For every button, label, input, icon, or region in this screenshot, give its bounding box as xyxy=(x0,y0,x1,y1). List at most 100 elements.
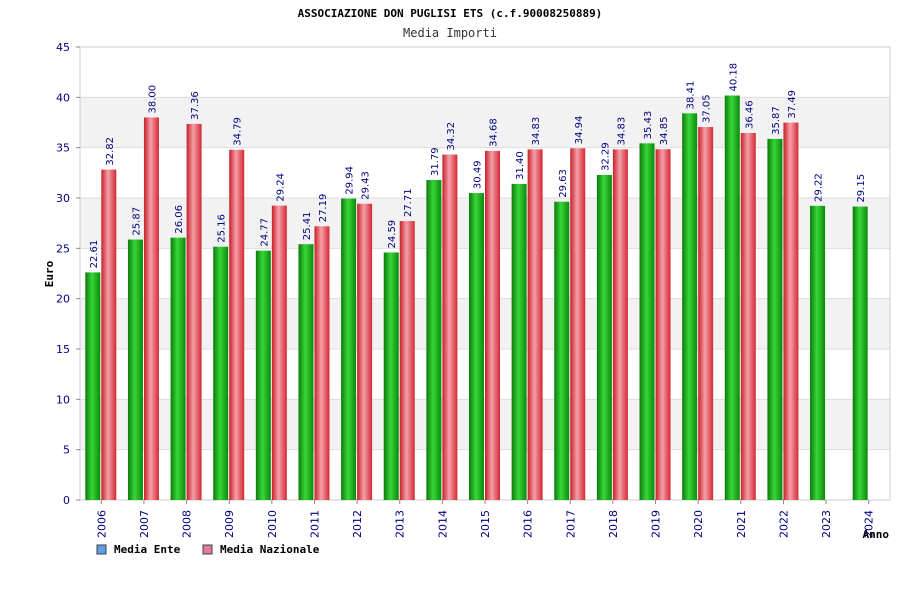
bar-media-nazionale-2021 xyxy=(740,132,756,500)
data-label-media-ente-2021: 40.18 xyxy=(728,63,739,92)
bar-media-ente-2009 xyxy=(213,246,229,500)
y-axis-title: Euro xyxy=(43,260,56,287)
bar-media-ente-2018 xyxy=(596,174,612,500)
bar-media-nazionale-2006 xyxy=(101,169,117,500)
bar-media-ente-2022 xyxy=(767,138,783,500)
bar-media-ente-2019 xyxy=(639,143,655,500)
data-label-media-ente-2017: 29.63 xyxy=(558,169,569,198)
x-tick-label: 2017 xyxy=(564,510,577,538)
x-axis-ticks: 2006 2007 2008 2009 2010 2011 2012 2013 2014 2015… xyxy=(95,500,876,538)
data-label-media-ente-2010: 24.77 xyxy=(259,218,270,247)
bar-media-ente-2011 xyxy=(298,244,314,500)
x-tick-label: 2024 xyxy=(863,510,876,538)
y-axis-ticks: 0 5 10 15 20 25 30 35 40 45 xyxy=(56,41,80,507)
bar-media-nazionale-2012 xyxy=(357,203,373,500)
data-label-media-ente-2023: 29.22 xyxy=(814,173,825,202)
legend-item-media-nazionale[interactable]: Media Nazionale xyxy=(202,543,320,556)
bar-media-nazionale-2013 xyxy=(399,221,415,500)
bar-media-ente-2017 xyxy=(554,201,570,500)
bar-media-ente-2008 xyxy=(170,237,186,501)
data-label-media-nazionale-2010: 29.24 xyxy=(275,173,286,202)
bar-media-nazionale-2016 xyxy=(527,149,543,501)
legend-swatch-media-ente xyxy=(96,544,107,555)
y-tick-label: 15 xyxy=(56,343,70,356)
bar-media-nazionale-2010 xyxy=(271,205,287,500)
x-tick-label: 2016 xyxy=(522,510,535,538)
legend-label-media-nazionale: Media Nazionale xyxy=(220,543,320,556)
data-label-media-nazionale-2015: 34.68 xyxy=(489,118,500,147)
bar-media-ente-2016 xyxy=(511,183,527,500)
data-label-media-ente-2013: 24.59 xyxy=(387,220,398,249)
bar-media-ente-2010 xyxy=(255,250,271,500)
bars-group xyxy=(85,95,868,501)
chart-subtitle: Media Importi xyxy=(403,26,497,40)
bar-media-ente-2015 xyxy=(469,193,484,501)
x-tick-label: 2011 xyxy=(308,510,321,538)
bar-media-nazionale-2008 xyxy=(186,123,202,500)
data-label-media-ente-2014: 31.79 xyxy=(430,147,441,176)
bar-media-nazionale-2011 xyxy=(314,226,330,500)
x-tick-label: 2010 xyxy=(266,510,279,538)
x-tick-label: 2018 xyxy=(607,510,620,538)
y-tick-label: 20 xyxy=(56,293,70,306)
data-label-media-nazionale-2021: 36.46 xyxy=(744,100,755,129)
legend-swatch-media-nazionale xyxy=(202,544,213,555)
y-tick-label: 40 xyxy=(56,91,70,104)
data-label-media-ente-2008: 26.06 xyxy=(174,205,185,234)
data-label-media-nazionale-2020: 37.05 xyxy=(702,94,713,123)
y-tick-label: 10 xyxy=(56,393,70,406)
data-label-media-ente-2024: 29.15 xyxy=(856,174,867,203)
bar-media-ente-2024 xyxy=(852,206,868,500)
bar-media-nazionale-2019 xyxy=(655,149,671,500)
data-label-media-ente-2006: 22.61 xyxy=(89,240,100,269)
x-tick-label: 2015 xyxy=(479,510,492,538)
x-tick-label: 2021 xyxy=(735,510,748,538)
bar-media-nazionale-2007 xyxy=(143,117,159,500)
bar-media-nazionale-2018 xyxy=(612,149,628,501)
x-tick-label: 2019 xyxy=(650,510,663,538)
x-tick-label: 2022 xyxy=(777,510,790,538)
data-label-media-nazionale-2013: 27.71 xyxy=(403,188,414,217)
data-label-media-ente-2009: 25.16 xyxy=(217,214,228,243)
chart-title: ASSOCIAZIONE DON PUGLISI ETS (c.f.900082… xyxy=(298,7,603,20)
y-tick-label: 0 xyxy=(63,494,70,507)
y-tick-label: 30 xyxy=(56,192,70,205)
data-label-media-ente-2020: 38.41 xyxy=(686,81,697,110)
bar-media-nazionale-2020 xyxy=(698,127,714,500)
bar-media-ente-2006 xyxy=(85,272,101,500)
data-label-media-ente-2011: 25.41 xyxy=(302,212,313,241)
x-axis-title: Anno xyxy=(863,528,890,541)
data-label-media-nazionale-2007: 38.00 xyxy=(147,85,158,114)
legend-label-media-ente: Media Ente xyxy=(114,543,181,556)
data-label-media-nazionale-2006: 32.82 xyxy=(105,137,116,166)
x-tick-label: 2009 xyxy=(223,510,236,538)
data-label-media-nazionale-2012: 29.43 xyxy=(361,171,372,200)
data-label-media-nazionale-2008: 37.36 xyxy=(190,91,201,120)
bar-media-ente-2013 xyxy=(383,252,399,500)
x-tick-label: 2020 xyxy=(692,510,705,538)
data-label-media-nazionale-2017: 34.94 xyxy=(574,116,585,145)
data-labels-group: 22.61 32.82 25.87 38.00 26.06 37.36 25.16 34.79… xyxy=(89,63,867,269)
bar-media-ente-2020 xyxy=(682,113,698,501)
data-label-media-ente-2022: 35.87 xyxy=(771,106,782,135)
bar-media-nazionale-2015 xyxy=(485,150,500,500)
x-tick-label: 2014 xyxy=(436,510,449,538)
data-label-media-nazionale-2019: 34.85 xyxy=(659,117,670,146)
x-tick-label: 2008 xyxy=(181,510,194,538)
x-tick-label: 2012 xyxy=(351,510,364,538)
data-label-media-ente-2015: 30.49 xyxy=(473,160,484,189)
legend-item-media-ente[interactable]: Media Ente xyxy=(96,543,181,556)
data-label-media-ente-2016: 31.40 xyxy=(515,151,526,180)
legend: Media Ente Media Nazionale xyxy=(96,543,320,556)
bar-media-ente-2012 xyxy=(341,198,357,500)
bar-media-nazionale-2017 xyxy=(570,148,586,500)
bar-media-ente-2007 xyxy=(127,239,143,501)
data-label-media-ente-2018: 32.29 xyxy=(600,142,611,171)
x-tick-label: 2007 xyxy=(138,510,151,538)
y-tick-label: 35 xyxy=(56,142,70,155)
bar-media-nazionale-2022 xyxy=(783,122,799,500)
data-label-media-nazionale-2016: 34.83 xyxy=(531,117,542,146)
data-label-media-ente-2019: 35.43 xyxy=(643,111,654,140)
x-tick-label: 2023 xyxy=(820,510,833,538)
